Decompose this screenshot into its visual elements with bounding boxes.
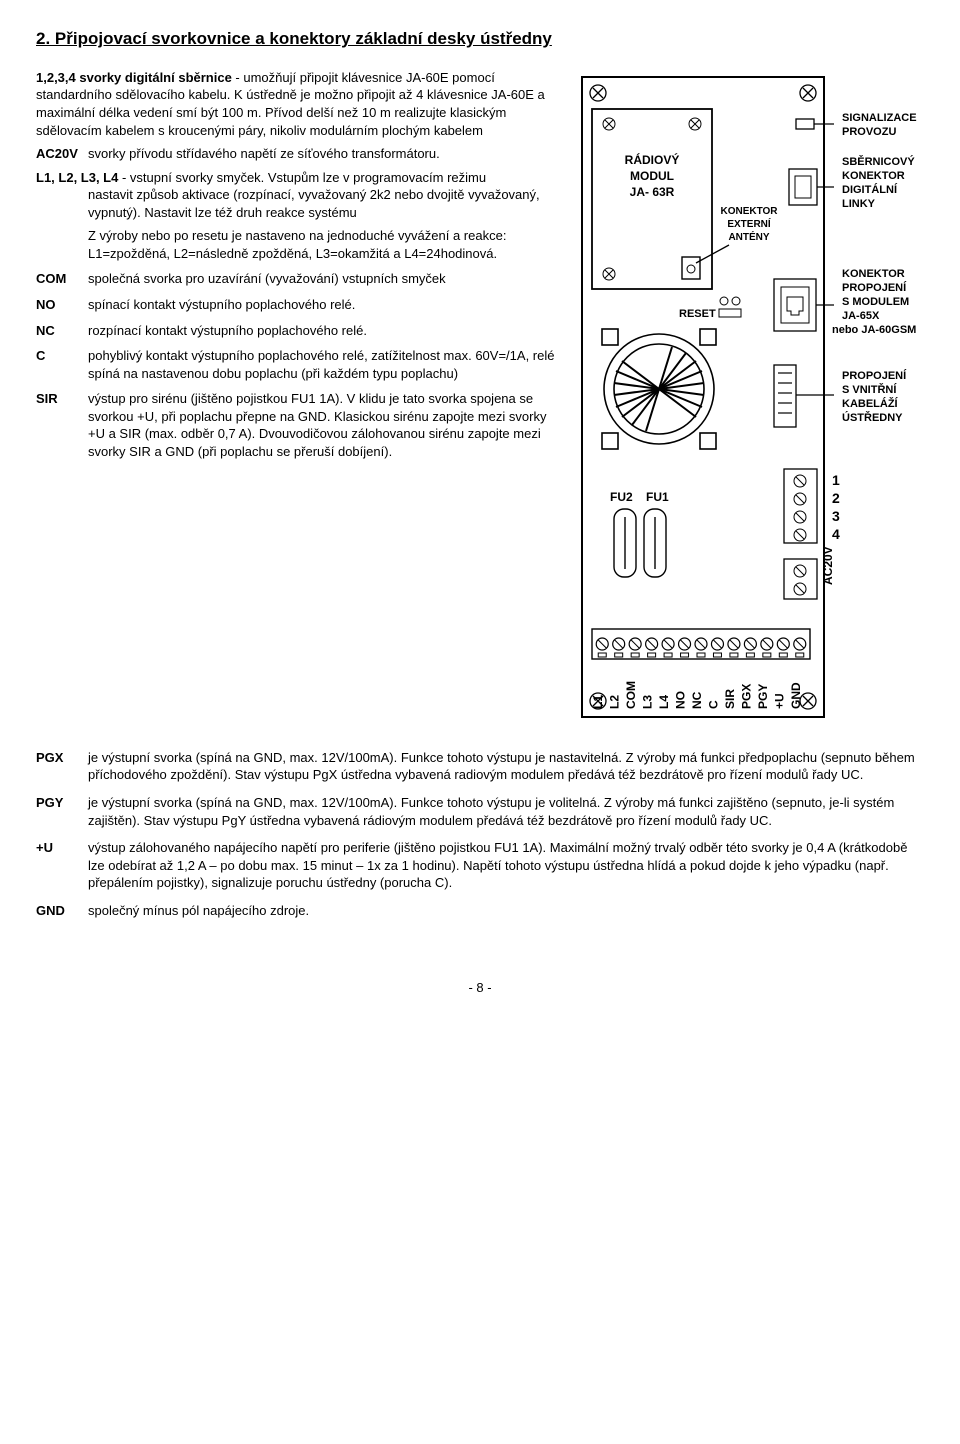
entry-text: výstup pro sirénu (jištěno pojistkou FU1… xyxy=(88,390,556,460)
fig-r1-1: KONEKTOR xyxy=(842,170,905,182)
terminal-label: NC xyxy=(690,691,704,709)
fig-reset: RESET xyxy=(679,308,716,320)
fig-r1-3: LINKY xyxy=(842,198,876,210)
entry-text: společná svorka pro uzavírání (vyvažován… xyxy=(88,270,556,288)
entry-text: pohyblivý kontakt výstupního poplachovéh… xyxy=(88,347,556,382)
text-column: 1,2,3,4 svorky digitální sběrnice - umož… xyxy=(36,69,574,466)
entry-text: svorky přívodu střídavého napětí ze síťo… xyxy=(88,145,556,163)
entry-text: výstup zálohovaného napájecího napětí pr… xyxy=(88,839,924,892)
terminal-label: L3 xyxy=(641,695,655,709)
terminal-label: PGX xyxy=(739,684,753,709)
two-column-layout: 1,2,3,4 svorky digitální sběrnice - umož… xyxy=(36,69,924,739)
fig-d2: 2 xyxy=(832,490,840,506)
entry-text: spínací kontakt výstupního poplachového … xyxy=(88,296,556,314)
entry-indent: nastavit způsob aktivace (rozpínací, vyv… xyxy=(88,186,556,221)
fig-r1-2: DIGITÁLNÍ xyxy=(842,183,898,196)
fig-r2-3: JA-65X xyxy=(842,310,880,322)
fig-r2-2: S MODULEM xyxy=(842,296,909,308)
entry-label: AC20V xyxy=(36,145,88,163)
entry-label-inline: L1, L2, L3, L4 xyxy=(36,170,118,185)
entry-label: +U xyxy=(36,839,88,892)
entry-label: GND xyxy=(36,902,88,920)
entry-text: společný mínus pól napájecího zdroje. xyxy=(88,902,924,920)
terminal-label: +U xyxy=(772,693,786,709)
entry-gnd: GND společný mínus pól napájecího zdroje… xyxy=(36,902,924,920)
fig-d4: 4 xyxy=(832,526,840,542)
fig-r2-1: PROPOJENÍ xyxy=(842,281,907,294)
entry-label: COM xyxy=(36,270,88,288)
fig-r1-0: SBĚRNICOVÝ xyxy=(842,155,915,168)
entry-label: PGX xyxy=(36,749,88,784)
figure-column: RÁDIOVÝ MODUL JA- 63R KONEKTOR EXTERNÍ A… xyxy=(574,69,924,739)
terminal-label: GND xyxy=(789,682,803,709)
terminal-label: COM xyxy=(624,681,638,709)
entry-l1l4: L1, L2, L3, L4 - vstupní svorky smyček. … xyxy=(36,169,556,187)
fig-ac20v: AC20V xyxy=(821,546,835,585)
fig-r2-4: nebo JA-60GSM xyxy=(832,324,916,336)
fig-fu2: FU2 xyxy=(610,490,633,504)
entry-text: 1,2,3,4 svorky digitální sběrnice - umož… xyxy=(36,69,556,139)
entry-label-inline: 1,2,3,4 svorky digitální sběrnice xyxy=(36,70,232,85)
terminal-label: PGY xyxy=(756,684,770,709)
entry-label: NC xyxy=(36,322,88,340)
fig-r0-1: PROVOZU xyxy=(842,126,896,138)
entry-label: PGY xyxy=(36,794,88,829)
entry-sir: SIR výstup pro sirénu (jištěno pojistkou… xyxy=(36,390,556,460)
entry-bus: 1,2,3,4 svorky digitální sběrnice - umož… xyxy=(36,69,556,139)
entry-ac20v: AC20V svorky přívodu střídavého napětí z… xyxy=(36,145,556,163)
fig-module-l2: MODUL xyxy=(630,169,674,183)
entry-indent: Z výroby nebo po resetu je nastaveno na … xyxy=(88,227,556,262)
fig-ant-l3: ANTÉNY xyxy=(728,230,769,243)
fig-d3: 3 xyxy=(832,508,840,524)
entry-label: SIR xyxy=(36,390,88,460)
fig-fu1: FU1 xyxy=(646,490,669,504)
terminal-label: C xyxy=(706,700,720,709)
terminal-label: SIR xyxy=(723,689,737,709)
fig-r3-2: KABELÁŽÍ xyxy=(842,397,899,410)
fig-ant-l2: EXTERNÍ xyxy=(727,217,771,230)
entry-com: COM společná svorka pro uzavírání (vyvaž… xyxy=(36,270,556,288)
pcb-diagram: RÁDIOVÝ MODUL JA- 63R KONEKTOR EXTERNÍ A… xyxy=(574,69,924,739)
entry-text: rozpínací kontakt výstupního poplachovéh… xyxy=(88,322,556,340)
page-number: - 8 - xyxy=(36,979,924,997)
terminal-label: L4 xyxy=(657,695,671,709)
fig-module-l3: JA- 63R xyxy=(630,185,675,199)
fig-r2-0: KONEKTOR xyxy=(842,268,905,280)
entry-rest: - vstupní svorky smyček. Vstupům lze v p… xyxy=(118,170,486,185)
fig-module-l1: RÁDIOVÝ xyxy=(625,152,680,167)
section-heading: 2. Připojovací svorkovnice a konektory z… xyxy=(36,28,924,51)
entry-pgx: PGX je výstupní svorka (spíná na GND, ma… xyxy=(36,749,924,784)
fig-ant-l1: KONEKTOR xyxy=(720,206,778,217)
entry-text: L1, L2, L3, L4 - vstupní svorky smyček. … xyxy=(36,169,556,187)
entry-label: NO xyxy=(36,296,88,314)
terminal-label: NO xyxy=(674,691,688,709)
entry-text: je výstupní svorka (spíná na GND, max. 1… xyxy=(88,749,924,784)
terminal-label: L1 xyxy=(591,695,605,709)
entry-no: NO spínací kontakt výstupního poplachové… xyxy=(36,296,556,314)
entry-c: C pohyblivý kontakt výstupního poplachov… xyxy=(36,347,556,382)
entry-u: +U výstup zálohovaného napájecího napětí… xyxy=(36,839,924,892)
fig-r0-0: SIGNALIZACE xyxy=(842,112,917,124)
fig-d1: 1 xyxy=(832,472,840,488)
fig-r3-0: PROPOJENÍ xyxy=(842,369,907,382)
entry-label: C xyxy=(36,347,88,382)
terminal-label: L2 xyxy=(608,695,622,709)
entry-pgy: PGY je výstupní svorka (spíná na GND, ma… xyxy=(36,794,924,829)
fig-r3-3: ÚSTŘEDNY xyxy=(842,411,903,424)
entry-nc: NC rozpínací kontakt výstupního poplacho… xyxy=(36,322,556,340)
entry-text: je výstupní svorka (spíná na GND, max. 1… xyxy=(88,794,924,829)
fig-r3-1: S VNITŘNÍ xyxy=(842,383,897,396)
